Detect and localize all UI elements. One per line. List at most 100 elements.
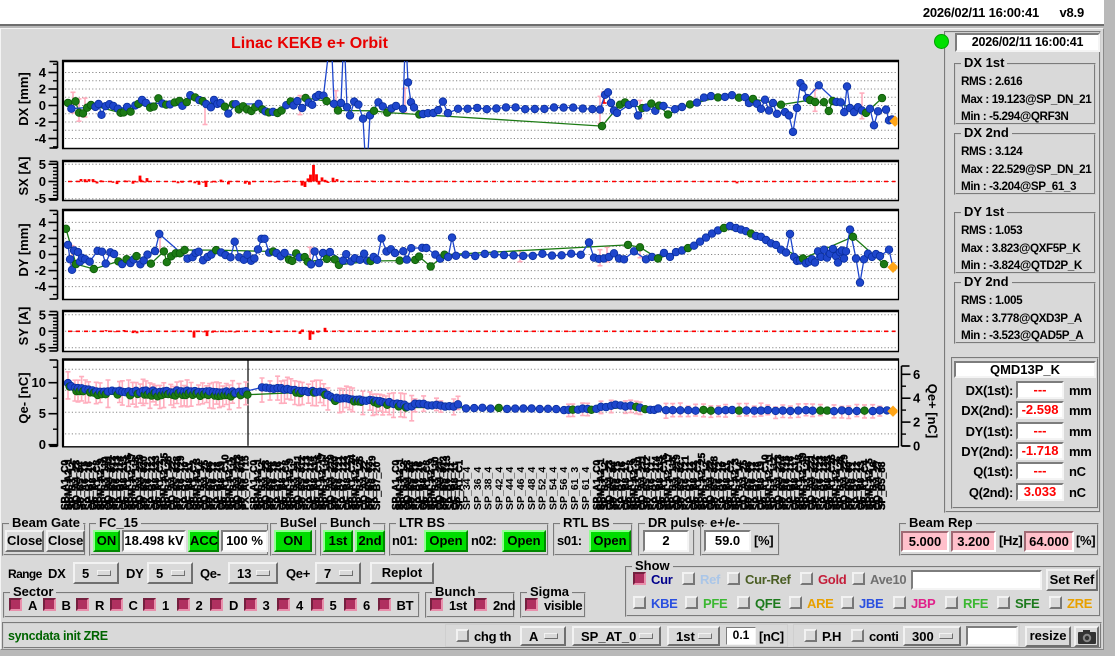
svg-text:SP_A1_C8: SP_A1_C8 bbox=[626, 460, 637, 510]
svg-text:Linac KEKB e+ Orbit: Linac KEKB e+ Orbit bbox=[231, 35, 389, 52]
svg-text:0: 0 bbox=[39, 324, 46, 339]
svg-text:BPM_A2_17: BPM_A2_17 bbox=[318, 452, 329, 510]
svg-text:SP_B7_20: SP_B7_20 bbox=[372, 461, 383, 510]
svg-text:SP_A1_C1: SP_A1_C1 bbox=[454, 460, 465, 510]
svg-text:PX_A6_T7: PX_A6_T7 bbox=[747, 461, 758, 510]
svg-text:4: 4 bbox=[39, 65, 47, 80]
svg-text:SP_A1_C8: SP_A1_C8 bbox=[92, 460, 103, 510]
svg-text:SP_54_4: SP_54_4 bbox=[547, 467, 559, 510]
svg-text:QF_B8_115: QF_B8_115 bbox=[655, 456, 666, 510]
svg-text:SP_42_4: SP_42_4 bbox=[493, 467, 505, 510]
svg-text:BPM_A2_25: BPM_A2_25 bbox=[697, 452, 708, 510]
svg-text:SP_44_4: SP_44_4 bbox=[504, 467, 516, 510]
svg-text:SP_A1_C24: SP_A1_C24 bbox=[347, 454, 358, 510]
svg-text:-2: -2 bbox=[34, 263, 46, 278]
svg-text:SP_A1_C8: SP_A1_C8 bbox=[281, 460, 292, 510]
svg-text:SP_B5_84: SP_B5_84 bbox=[76, 461, 87, 510]
svg-text:QD_A4_211: QD_A4_211 bbox=[638, 455, 649, 510]
svg-text:4: 4 bbox=[913, 391, 921, 406]
svg-text:SP_B5_820: SP_B5_820 bbox=[330, 456, 341, 510]
svg-text:BPM_A2_1: BPM_A2_1 bbox=[596, 458, 607, 510]
svg-text:BPM_A2_9: BPM_A2_9 bbox=[630, 458, 641, 510]
svg-text:SP_A1_C2: SP_A1_C2 bbox=[726, 460, 737, 510]
svg-text:SP_A1_C0: SP_A1_C0 bbox=[391, 460, 402, 510]
svg-text:SP_B7_26: SP_B7_26 bbox=[415, 461, 426, 510]
svg-text:PX_A6_T5: PX_A6_T5 bbox=[80, 461, 91, 510]
svg-text:SP_56_4: SP_56_4 bbox=[558, 467, 570, 510]
svg-text:SP_B5_812: SP_B5_812 bbox=[108, 456, 119, 510]
svg-text:SP_B7_26: SP_B7_26 bbox=[273, 461, 284, 510]
svg-text:SP_61_4: SP_61_4 bbox=[580, 467, 592, 510]
svg-text:6: 6 bbox=[913, 367, 920, 382]
svg-text:QF_B8_17: QF_B8_17 bbox=[419, 461, 430, 510]
svg-text:SP_A1_C10: SP_A1_C10 bbox=[220, 454, 231, 510]
svg-text:QF_B8_17: QF_B8_17 bbox=[277, 461, 288, 510]
svg-text:SP_B7_28: SP_B7_28 bbox=[751, 461, 762, 510]
svg-text:QF_B8_11: QF_B8_11 bbox=[450, 461, 461, 510]
svg-text:SP_B5_812: SP_B5_812 bbox=[297, 456, 308, 510]
svg-text:QD_A4_25: QD_A4_25 bbox=[200, 460, 211, 510]
svg-text:SP_B3_12: SP_B3_12 bbox=[399, 461, 410, 510]
svg-text:SP_B7_214: SP_B7_214 bbox=[651, 456, 662, 510]
svg-text:SP_B7_224: SP_B7_224 bbox=[819, 456, 830, 510]
svg-text:QF_B8_125: QF_B8_125 bbox=[823, 455, 834, 510]
svg-text:SP_B3_112: SP_B3_112 bbox=[229, 456, 240, 510]
svg-text:SP_B3_118: SP_B3_118 bbox=[668, 456, 679, 510]
svg-text:QF_B8_19: QF_B8_19 bbox=[756, 461, 767, 510]
svg-text:SP_B7_22: SP_B7_22 bbox=[852, 461, 863, 510]
svg-text:BPM_A2_3: BPM_A2_3 bbox=[730, 458, 741, 510]
svg-text:SP_A1_C2: SP_A1_C2 bbox=[155, 460, 166, 510]
svg-text:BPM_A2_2: BPM_A2_2 bbox=[351, 458, 362, 510]
svg-text:SP_B7_26: SP_B7_26 bbox=[84, 461, 95, 510]
svg-text:SP_A1_C4: SP_A1_C4 bbox=[860, 460, 871, 510]
svg-text:SP_A1_C0: SP_A1_C0 bbox=[592, 460, 603, 510]
svg-text:0: 0 bbox=[913, 439, 920, 454]
svg-text:QD_A4_25: QD_A4_25 bbox=[739, 460, 750, 510]
svg-text:PX_A6_T29: PX_A6_T29 bbox=[368, 455, 379, 510]
svg-text:SP_A1_C16: SP_A1_C16 bbox=[659, 454, 670, 510]
svg-text:QD_A4_21: QD_A4_21 bbox=[434, 460, 445, 510]
svg-text:0: 0 bbox=[39, 174, 46, 189]
svg-text:BPM_A2_9: BPM_A2_9 bbox=[285, 458, 296, 510]
svg-text:PX_A6_T29: PX_A6_T29 bbox=[176, 455, 187, 510]
svg-text:SP_B5_86: SP_B5_86 bbox=[743, 461, 754, 510]
svg-text:QD_A4_219: QD_A4_219 bbox=[326, 454, 337, 510]
svg-text:SP_B5_828: SP_B5_828 bbox=[710, 456, 721, 510]
svg-text:QD_A4_22: QD_A4_22 bbox=[359, 460, 370, 510]
svg-text:SP_B3_110: SP_B3_110 bbox=[633, 456, 644, 510]
svg-text:SP_38_4: SP_38_4 bbox=[483, 467, 495, 510]
svg-text:0: 0 bbox=[39, 437, 46, 452]
svg-text:PX_A6_T15: PX_A6_T15 bbox=[782, 455, 793, 510]
svg-text:0: 0 bbox=[39, 98, 46, 113]
svg-text:SP_B7_20: SP_B7_20 bbox=[718, 461, 729, 510]
svg-text:SY [A]: SY [A] bbox=[16, 307, 31, 346]
svg-text:SP_B7_214: SP_B7_214 bbox=[115, 456, 126, 510]
svg-text:SP_B3_12: SP_B3_12 bbox=[257, 461, 268, 510]
svg-text:BPM_A2_3: BPM_A2_3 bbox=[192, 458, 203, 510]
svg-text:SP_B5_84: SP_B5_84 bbox=[407, 461, 418, 510]
svg-text:SP_B3_110: SP_B3_110 bbox=[100, 456, 111, 510]
svg-text:QD_A4_23: QD_A4_23 bbox=[72, 460, 83, 510]
svg-text:SP_B7_222: SP_B7_222 bbox=[338, 456, 349, 510]
svg-text:SP_B5_820: SP_B5_820 bbox=[139, 456, 150, 510]
svg-text:SP_B3_120: SP_B3_120 bbox=[802, 456, 813, 510]
svg-text:SP_A1_C10: SP_A1_C10 bbox=[760, 454, 771, 510]
svg-text:QD_A4_221: QD_A4_221 bbox=[807, 454, 818, 510]
svg-text:SP_B3_126: SP_B3_126 bbox=[355, 456, 366, 510]
svg-text:5: 5 bbox=[39, 307, 46, 322]
svg-text:5: 5 bbox=[39, 406, 46, 421]
svg-text:BPM_A2_25: BPM_A2_25 bbox=[159, 452, 170, 510]
svg-text:QF_B8_123: QF_B8_123 bbox=[151, 455, 162, 510]
svg-text:PX_A6_T15: PX_A6_T15 bbox=[241, 455, 252, 510]
svg-text:BPM_A2_1: BPM_A2_1 bbox=[395, 458, 406, 510]
svg-text:QF_B8_11: QF_B8_11 bbox=[722, 461, 733, 510]
svg-text:SP_B7_26: SP_B7_26 bbox=[617, 461, 628, 510]
svg-text:SX [A]: SX [A] bbox=[16, 157, 31, 196]
svg-text:SP_34_4: SP_34_4 bbox=[461, 467, 473, 510]
svg-text:BPM_A2_1: BPM_A2_1 bbox=[64, 458, 75, 510]
svg-text:QF_B8_13: QF_B8_13 bbox=[856, 461, 867, 510]
svg-text:Qe+ [nC]: Qe+ [nC] bbox=[925, 384, 940, 439]
svg-text:SP_B5_80: SP_B5_80 bbox=[844, 461, 855, 510]
svg-text:BPM_A2_1: BPM_A2_1 bbox=[224, 458, 235, 510]
svg-text:SP_46_4: SP_46_4 bbox=[515, 467, 527, 510]
